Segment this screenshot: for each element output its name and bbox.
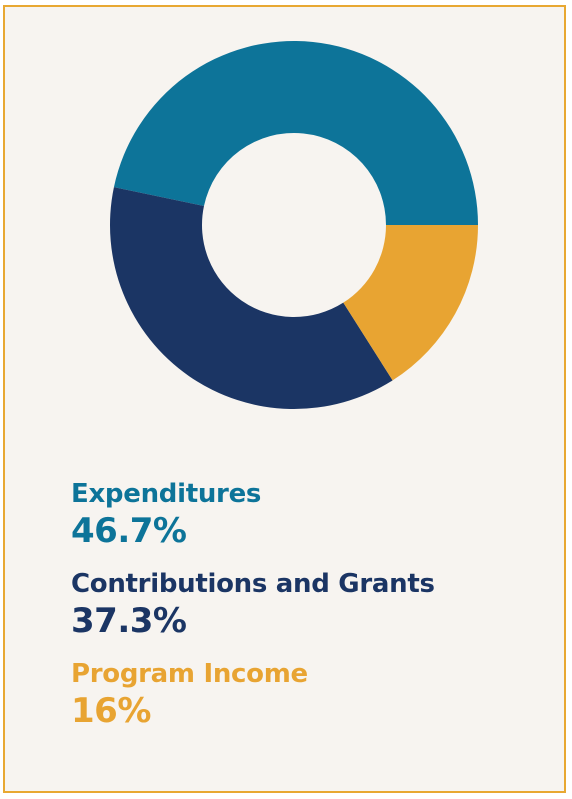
donut-chart [110, 41, 479, 409]
legend-item-contributions-and-grants: Contributions and Grants 37.3% [71, 567, 435, 641]
chart-card: Expenditures 46.7% Contributions and Gra… [3, 5, 566, 793]
legend-item-program-income: Program Income 16% [71, 657, 435, 731]
legend-label-contributions-and-grants: Contributions and Grants [71, 569, 435, 599]
legend-label-program-income: Program Income [71, 659, 308, 689]
legend-value-program-income: 16% [71, 691, 151, 731]
legend-value-expenditures: 46.7% [71, 511, 187, 551]
donut-slice-expenditures [113, 41, 479, 225]
legend-label-expenditures: Expenditures [71, 479, 262, 509]
donut-slice-program-income [343, 225, 478, 381]
donut-slice-contributions-and-grants [110, 187, 393, 409]
legend-value-contributions-and-grants: 37.3% [71, 601, 187, 641]
legend-item-expenditures: Expenditures 46.7% [71, 477, 435, 551]
chart-legend: Expenditures 46.7% Contributions and Gra… [71, 477, 435, 747]
